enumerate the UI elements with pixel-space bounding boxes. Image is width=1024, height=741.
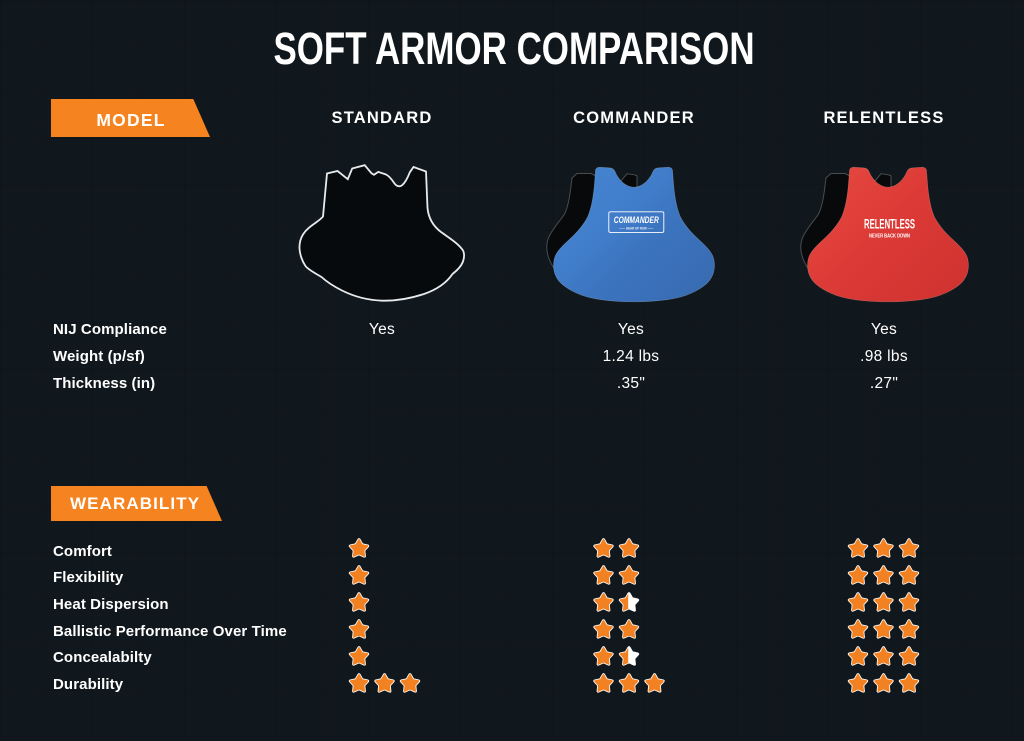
svg-text:—— GEAR UP NOW ——: —— GEAR UP NOW —— — [619, 226, 654, 230]
svg-text:NEVER BACK DOWN: NEVER BACK DOWN — [869, 234, 910, 240]
svg-text:COMMANDER: COMMANDER — [614, 215, 659, 225]
svg-text:RELENTLESS: RELENTLESS — [864, 217, 915, 232]
